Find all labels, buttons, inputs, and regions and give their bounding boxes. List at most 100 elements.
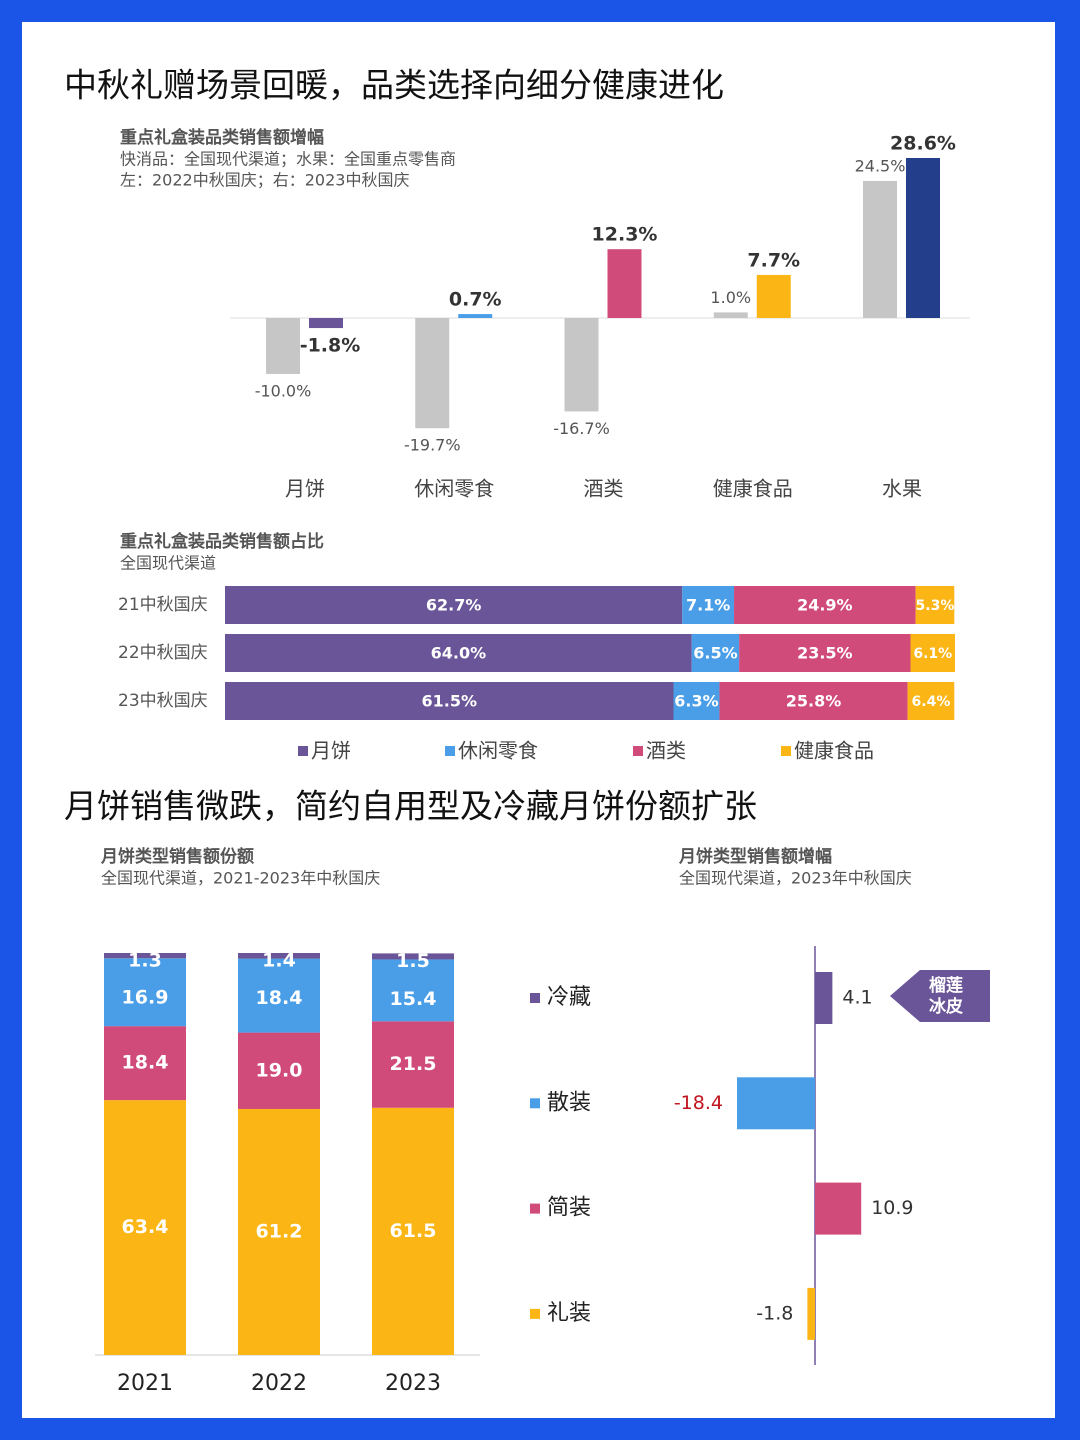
value-label: -16.7%: [553, 419, 610, 438]
value-label: 1.3: [128, 950, 162, 972]
bar-segment: [225, 682, 674, 720]
x-tick-label: 酒类: [584, 477, 624, 501]
chart-subtitle: 左：2022中秋国庆；右：2023中秋国庆: [120, 171, 409, 190]
value-label: 6.1%: [913, 646, 952, 662]
bar-segment: [910, 634, 955, 672]
bar-segment: [238, 1032, 320, 1109]
category-label: 礼装: [547, 1301, 591, 1326]
x-tick-label: 2022: [251, 1371, 307, 1396]
category-label: 简装: [547, 1196, 591, 1221]
legend-swatch: [445, 746, 455, 756]
bar-segment: [372, 953, 454, 960]
value-label: 6.4%: [912, 694, 951, 710]
value-label: 15.4: [390, 988, 437, 1010]
chart-title: 重点礼盒装品类销售额占比: [120, 531, 324, 552]
y-tick-label: 23中秋国庆: [118, 691, 208, 711]
bar-segment: [372, 959, 454, 1022]
x-tick-label: 休闲零食: [414, 477, 494, 501]
chart-subtitle: 快消品：全国现代渠道；水果：全国重点零售商: [120, 150, 456, 169]
bar: [564, 318, 599, 412]
y-tick-label: 21中秋国庆: [118, 595, 208, 615]
category-label: 冷藏: [547, 985, 591, 1010]
value-label: -1.8: [756, 1302, 793, 1324]
legend-label: 健康食品: [794, 739, 874, 763]
value-label: 12.3%: [592, 224, 658, 246]
value-label: -19.7%: [404, 436, 461, 455]
bar-segment: [734, 586, 916, 624]
bar-segment: [372, 1107, 454, 1355]
value-label: 24.9%: [797, 596, 853, 615]
legend-swatch: [530, 993, 540, 1003]
value-label: 10.9: [871, 1197, 913, 1219]
annotation: 冰皮: [929, 996, 963, 1017]
bar-segment: [225, 634, 692, 672]
value-label: 62.7%: [426, 596, 482, 615]
bar: [815, 1182, 862, 1235]
value-label: 61.5: [390, 1220, 437, 1242]
bar-segment: [104, 953, 186, 959]
bar-segment: [691, 634, 740, 672]
bar: [309, 318, 343, 329]
value-label: 18.4: [122, 1052, 169, 1074]
bar-segment: [907, 682, 955, 720]
value-label: 18.4: [256, 987, 303, 1009]
value-label: 4.1: [842, 987, 872, 1009]
bar-segment: [682, 586, 735, 624]
value-label: 28.6%: [890, 133, 956, 155]
bar: [807, 1287, 815, 1340]
bar-segment: [225, 586, 683, 624]
bar-segment: [673, 682, 720, 720]
chart-title: 月饼类型销售额份额: [100, 846, 254, 867]
value-label: 7.7%: [747, 249, 800, 271]
bar: [713, 312, 748, 318]
value-label: 6.3%: [674, 692, 718, 711]
chart-title: 月饼类型销售额增幅: [678, 846, 832, 867]
value-label: -18.4: [674, 1092, 723, 1114]
legend-swatch: [781, 746, 791, 756]
legend-swatch: [530, 1308, 540, 1319]
value-label: 21.5: [390, 1053, 437, 1075]
bar-segment: [719, 682, 908, 720]
x-tick-label: 月饼: [285, 477, 325, 501]
headline: 中秋礼赠场景回暖，品类选择向细分健康进化: [64, 66, 724, 105]
chart-subtitle: 全国现代渠道，2021-2023年中秋国庆: [101, 869, 380, 888]
bar: [906, 158, 940, 318]
x-tick-label: 健康食品: [713, 477, 793, 501]
chart-title: 重点礼盒装品类销售额增幅: [120, 127, 324, 148]
value-label: -10.0%: [255, 381, 312, 400]
value-label: 1.5: [396, 950, 430, 972]
annotation-box: [890, 970, 990, 1022]
headline: 月饼销售微跌，简约自用型及冷藏月饼份额扩张: [64, 787, 757, 826]
bar-segment: [238, 953, 320, 959]
bar: [458, 314, 493, 318]
bar-segment: [238, 1108, 320, 1355]
value-label: 19.0: [256, 1059, 303, 1081]
bar-segment: [238, 958, 320, 1033]
chart-subtitle: 全国现代渠道，2023年中秋国庆: [679, 869, 912, 888]
value-label: 16.9: [122, 987, 169, 1009]
x-tick-label: 2023: [385, 1371, 441, 1396]
bar-segment: [104, 1100, 186, 1355]
bar: [266, 318, 300, 374]
value-label: 1.0%: [710, 288, 751, 307]
legend-swatch: [530, 1098, 540, 1109]
bar: [737, 1077, 815, 1130]
chart-subtitle: 全国现代渠道: [120, 554, 216, 573]
annotation: 榴莲: [929, 975, 963, 996]
bar-segment: [915, 586, 955, 624]
x-tick-label: 2021: [117, 1371, 173, 1396]
value-label: 63.4: [122, 1216, 169, 1238]
value-label: 6.5%: [693, 644, 737, 663]
legend-label: 酒类: [646, 739, 686, 763]
legend-label: 月饼: [311, 739, 351, 763]
bar: [607, 249, 642, 318]
legend-swatch: [530, 1203, 540, 1214]
value-label: 1.4: [262, 950, 296, 972]
value-label: 23.5%: [797, 644, 853, 663]
legend-swatch: [298, 746, 308, 756]
bar-segment: [372, 1021, 454, 1108]
value-label: 61.5%: [421, 692, 477, 711]
category-label: 散装: [547, 1090, 591, 1115]
